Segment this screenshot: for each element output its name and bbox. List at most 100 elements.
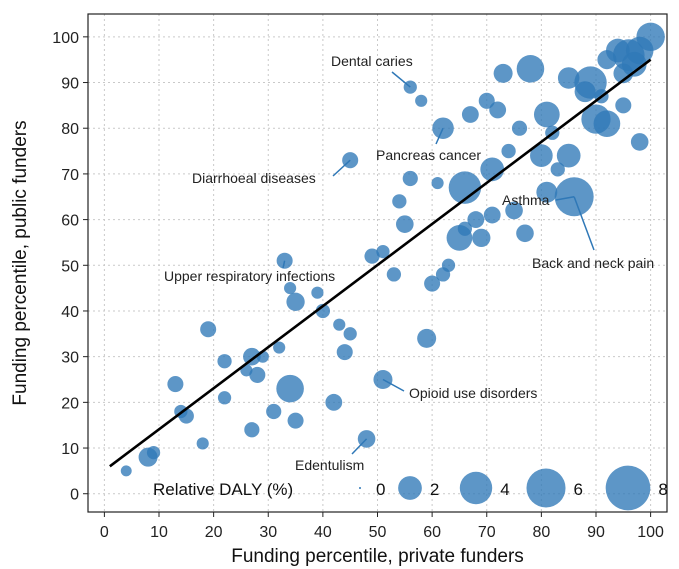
legend: Relative DALY (%) 0 2 4 6 8 (153, 465, 668, 511)
data-point (574, 81, 596, 103)
y-tick-label: 40 (61, 304, 79, 321)
annotation-leader (573, 196, 595, 251)
data-point (402, 170, 418, 187)
legend-label: 4 (500, 480, 509, 499)
y-tick-label: 10 (61, 441, 79, 458)
legend-title: Relative DALY (%) (153, 480, 293, 499)
data-point (284, 282, 297, 295)
annotation-label: Asthma (502, 192, 550, 208)
data-point (386, 267, 402, 282)
x-axis-title: Funding percentile, private funders (231, 546, 524, 567)
legend-label: 6 (574, 480, 583, 499)
data-points (120, 22, 665, 477)
data-point (615, 97, 632, 114)
data-point (376, 244, 390, 259)
x-tick-label: 30 (259, 524, 277, 541)
data-point (415, 94, 428, 107)
data-point (396, 215, 414, 233)
data-point (493, 63, 513, 83)
data-point (249, 366, 266, 383)
x-tick-label: 100 (637, 524, 664, 541)
x-tick-label: 80 (532, 524, 550, 541)
data-point (557, 67, 580, 89)
data-point (441, 258, 456, 272)
annotation-label: Pancreas cancer (376, 147, 481, 163)
data-point (333, 318, 346, 331)
legend-bubble (459, 471, 493, 505)
x-tick-label: 50 (369, 524, 387, 541)
data-point (287, 412, 304, 429)
legend-label: 0 (376, 480, 385, 499)
data-point (325, 393, 343, 411)
legend-label: 2 (430, 480, 439, 499)
legend-bubble (359, 487, 361, 489)
y-tick-label: 20 (61, 395, 79, 412)
data-point (217, 354, 232, 369)
data-point (593, 110, 621, 137)
data-point (489, 101, 507, 119)
y-tick-label: 60 (61, 213, 79, 230)
annotation-leader (391, 71, 411, 88)
x-tick-label: 10 (150, 524, 168, 541)
data-point (597, 50, 617, 70)
annotation-leader (351, 438, 368, 455)
y-tick-label: 50 (61, 258, 79, 275)
axis-ticks: 0 10 20 30 40 50 60 70 80 90 100010203040506070809… (52, 30, 664, 541)
annotation-leader (555, 196, 575, 201)
data-point (467, 211, 485, 229)
data-point (431, 176, 444, 190)
data-point (630, 133, 649, 151)
annotation-leaders (282, 71, 595, 455)
annotation-label: Upper respiratory infections (164, 268, 335, 284)
legend-label: 8 (658, 480, 667, 499)
data-point (196, 437, 209, 450)
annotations: Dental caries Pancreas cancer Diarrhoeal d… (164, 53, 654, 473)
x-tick-label: 90 (587, 524, 605, 541)
y-tick-label: 80 (61, 121, 79, 138)
data-point (536, 181, 558, 203)
data-point (483, 206, 501, 224)
annotation-label: Back and neck pain (532, 255, 654, 271)
annotation-leader (435, 127, 444, 145)
y-tick-label: 90 (61, 76, 79, 93)
data-point (613, 63, 634, 84)
data-point (276, 374, 304, 403)
data-point (516, 55, 545, 83)
y-tick-label: 100 (52, 30, 79, 47)
data-point (336, 344, 353, 361)
x-tick-label: 70 (478, 524, 496, 541)
data-point (392, 194, 407, 209)
x-tick-label: 0 (100, 524, 109, 541)
legend-bubble (605, 465, 651, 511)
data-point (120, 465, 132, 477)
grid (88, 14, 667, 512)
data-point (472, 228, 491, 248)
annotation-label: Diarrhoeal diseases (192, 170, 316, 186)
data-point (556, 143, 581, 168)
data-point (146, 445, 161, 460)
legend-bubble (398, 476, 422, 500)
data-point (217, 391, 232, 405)
annotation-label: Opioid use disorders (409, 385, 537, 401)
annotation-leader (332, 159, 351, 177)
annotation-leader (282, 260, 286, 269)
x-tick-label: 20 (205, 524, 223, 541)
x-tick-label: 60 (423, 524, 441, 541)
data-point (516, 224, 534, 243)
y-tick-label: 30 (61, 350, 79, 367)
trend-line (109, 58, 652, 468)
data-point (457, 221, 473, 236)
data-point (530, 144, 553, 167)
data-point (273, 341, 286, 354)
data-point (478, 92, 495, 109)
x-tick-label: 40 (314, 524, 332, 541)
data-point (533, 101, 560, 128)
annotation-label: Edentulism (295, 457, 364, 473)
data-point (244, 422, 260, 438)
data-point (417, 328, 437, 348)
data-point (505, 201, 523, 220)
legend-bubble (526, 468, 566, 508)
y-tick-label: 0 (70, 487, 79, 504)
data-point (461, 106, 479, 123)
